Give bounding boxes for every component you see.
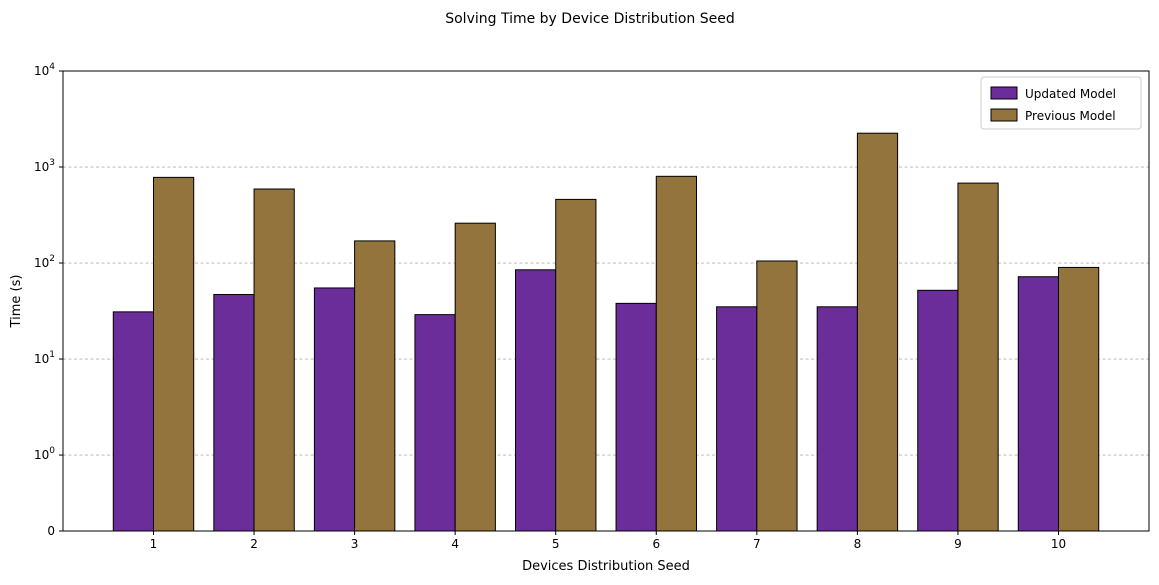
y-tick-exponent: 4 — [49, 62, 55, 72]
bar-updated-9 — [917, 289, 959, 532]
bar-updated-2 — [213, 294, 255, 532]
bar-previous-4 — [454, 222, 496, 532]
y-axis-label: Time (s) — [9, 275, 24, 329]
y-tick-exponent: 2 — [49, 254, 55, 264]
bar-previous-6 — [655, 175, 697, 532]
y-tick-label: 100 — [34, 446, 55, 462]
bar-previous-7 — [756, 260, 798, 532]
bar-previous-8 — [856, 132, 899, 532]
bar-previous-3 — [354, 240, 396, 532]
bar-updated-1 — [112, 311, 154, 532]
bars — [112, 132, 1100, 532]
x-tick-label: 4 — [451, 537, 459, 551]
y-tick-exponent: 0 — [49, 446, 55, 456]
bar-updated-5 — [515, 269, 557, 532]
bar-updated-8 — [816, 306, 858, 532]
y-tick-exponent: 3 — [49, 158, 55, 168]
plot-frame — [62, 70, 1150, 532]
x-tick-label: 8 — [854, 537, 862, 551]
bar-updated-6 — [615, 302, 657, 532]
y-tick-label: 104 — [34, 62, 55, 78]
bar-updated-4 — [414, 314, 456, 532]
x-tick-label: 7 — [753, 537, 761, 551]
bar-previous-5 — [555, 198, 597, 532]
chart-title: Solving Time by Device Distribution Seed — [445, 11, 735, 27]
x-tick-label: 6 — [652, 537, 660, 551]
x-tick-label: 1 — [150, 537, 158, 551]
y-tick-label: 102 — [34, 254, 55, 270]
y-tick-label: 101 — [34, 350, 55, 366]
x-tick-label: 10 — [1051, 537, 1066, 551]
x-tick-label: 9 — [954, 537, 962, 551]
x-tick-label: 2 — [250, 537, 258, 551]
legend-swatch — [990, 108, 1018, 122]
x-tick-label: 5 — [552, 537, 560, 551]
bar-previous-2 — [253, 188, 295, 532]
bar-updated-7 — [716, 306, 758, 532]
legend-label: Previous Model — [1025, 109, 1116, 123]
legend-box — [980, 76, 1142, 130]
bar-updated-3 — [313, 287, 356, 532]
legend-swatch — [990, 86, 1018, 100]
bar-previous-1 — [153, 176, 195, 532]
legend-label: Updated Model — [1025, 87, 1116, 101]
x-tick-label: 3 — [351, 537, 359, 551]
bar-updated-10 — [1017, 276, 1059, 532]
legend: Updated Model Previous Model — [980, 76, 1142, 130]
y-tick-exponent: 1 — [49, 350, 55, 360]
x-axis: 1 2 3 4 5 6 7 8 9 10 — [150, 531, 1066, 551]
bar-previous-9 — [957, 182, 999, 532]
bar-previous-10 — [1058, 266, 1100, 532]
y-tick-label: 0 — [47, 524, 55, 538]
y-tick-label: 103 — [34, 158, 55, 174]
x-axis-label: Devices Distribution Seed — [522, 559, 690, 574]
